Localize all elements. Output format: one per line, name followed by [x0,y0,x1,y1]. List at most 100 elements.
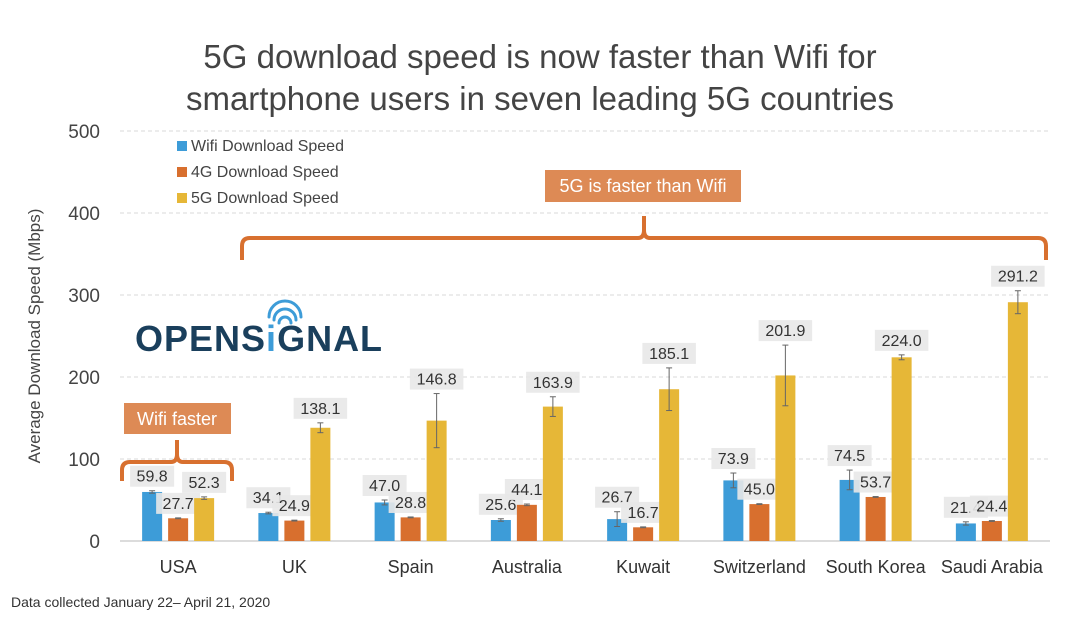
chart-title: 5G download speed is now faster than Wif… [0,36,1080,120]
y-tick-label: 300 [68,286,100,307]
data-label-bg [504,479,549,501]
legend-swatch [177,167,187,177]
data-label: 185.1 [649,346,689,363]
bar [490,520,511,541]
data-label: 16.7 [628,505,659,522]
data-label-bg [182,471,227,493]
svg-text:OPENSiGNAL: OPENSiGNAL [135,318,383,359]
bar [1007,302,1028,541]
y-tick-label: 0 [89,532,100,553]
bar [258,513,279,541]
bar [426,420,447,541]
data-label: 52.3 [189,475,220,492]
bars: 59.827.752.334.124.9138.147.028.8146.825… [130,265,1045,541]
y-tick-label: 100 [68,450,100,471]
chart-title-line-1: 5G download speed is now faster than Wif… [203,38,877,75]
bar [633,527,654,541]
data-label: 24.4 [976,499,1007,516]
logo-text-left: OPENS [135,318,266,359]
annotation-text-wifi-faster: Wifi faster [137,409,217,429]
data-label: 201.9 [765,323,805,340]
logo-text-i: i [266,318,277,359]
data-label-bg [991,265,1045,287]
data-label-bg [156,492,201,514]
annotation-box-wifi-faster [124,403,231,434]
bar [839,479,860,541]
data-label: 224.0 [882,333,922,350]
data-label: 45.0 [744,482,775,499]
legend-label: Wifi Download Speed [191,138,344,155]
bar [891,357,912,541]
bar [955,523,976,541]
data-label: 27.7 [163,496,194,513]
y-tick-label: 400 [68,204,100,225]
bar [194,498,215,541]
y-tick-label: 500 [68,122,100,143]
x-tick-label: South Korea [826,557,927,577]
data-label: 138.1 [300,401,340,418]
y-tick-label: 200 [68,368,100,389]
data-label-bg [827,445,872,467]
x-axis: USA UK Spain Australia Kuwait Switzerland Sout… [160,557,1044,577]
data-label-bg [758,320,813,342]
data-label-bg [526,371,580,393]
x-tick-label: Saudi Arabia [941,557,1044,577]
x-tick-label: UK [282,557,307,577]
data-label: 291.2 [998,269,1038,286]
bar [775,375,796,541]
data-label-bg [853,471,898,493]
bar [981,520,1002,541]
bar [284,520,305,541]
bar [516,504,537,541]
data-label: 28.8 [395,495,426,512]
bar [400,517,421,541]
x-tick-label: Spain [388,557,434,577]
x-tick-label: Australia [492,557,563,577]
data-label-bg [737,478,782,500]
source-note: Data collected January 22– April 21, 202… [11,594,271,610]
opensignal-logo: OPENSiGNAL [135,299,383,359]
annotations: Wifi faster 5G is faster than Wifi [120,170,1048,481]
annotation-box-5g-faster [545,170,741,202]
data-label-bg [711,448,756,470]
annotation-brace [120,440,234,481]
data-label-bg [388,491,433,513]
logo-text-right: GNAL [277,318,383,359]
data-label-bg [272,495,317,517]
bar [607,519,628,541]
data-label: 24.9 [279,498,310,515]
data-label-bg [969,495,1014,517]
legend-label: 5G Download Speed [191,190,339,207]
signal-waves-icon [267,299,303,325]
y-axis: 0 100 200 300 400 500 [68,122,100,553]
data-label-bg [874,329,929,351]
data-label: 25.6 [485,497,516,514]
data-label-bg [621,501,666,523]
bar [168,518,189,541]
bar [310,427,331,541]
data-label: 44.1 [511,482,542,499]
data-label-bg [409,368,464,390]
x-tick-label: USA [160,557,197,577]
x-tick-label: Switzerland [713,557,806,577]
data-label: 47.0 [369,478,400,495]
data-label: 163.9 [533,375,573,392]
data-label: 59.8 [137,469,168,486]
annotation-brace [240,216,1048,260]
legend-label: 4G Download Speed [191,164,339,181]
data-label-bg [642,342,696,364]
data-label: 73.9 [718,451,749,468]
y-axis-label: Average Download Speed (Mbps) [25,209,44,464]
data-label-bg [362,475,407,496]
bar [659,389,680,541]
data-label: 74.5 [834,448,865,465]
data-label: 53.7 [860,475,891,492]
data-label-bg [130,465,175,487]
data-label: 146.8 [417,372,457,389]
bar [865,496,886,541]
annotation-text-5g-faster: 5G is faster than Wifi [559,176,726,196]
x-tick-label: Kuwait [616,557,670,577]
bar [542,406,563,541]
chart-title-line-2: smartphone users in seven leading 5G cou… [185,80,895,117]
